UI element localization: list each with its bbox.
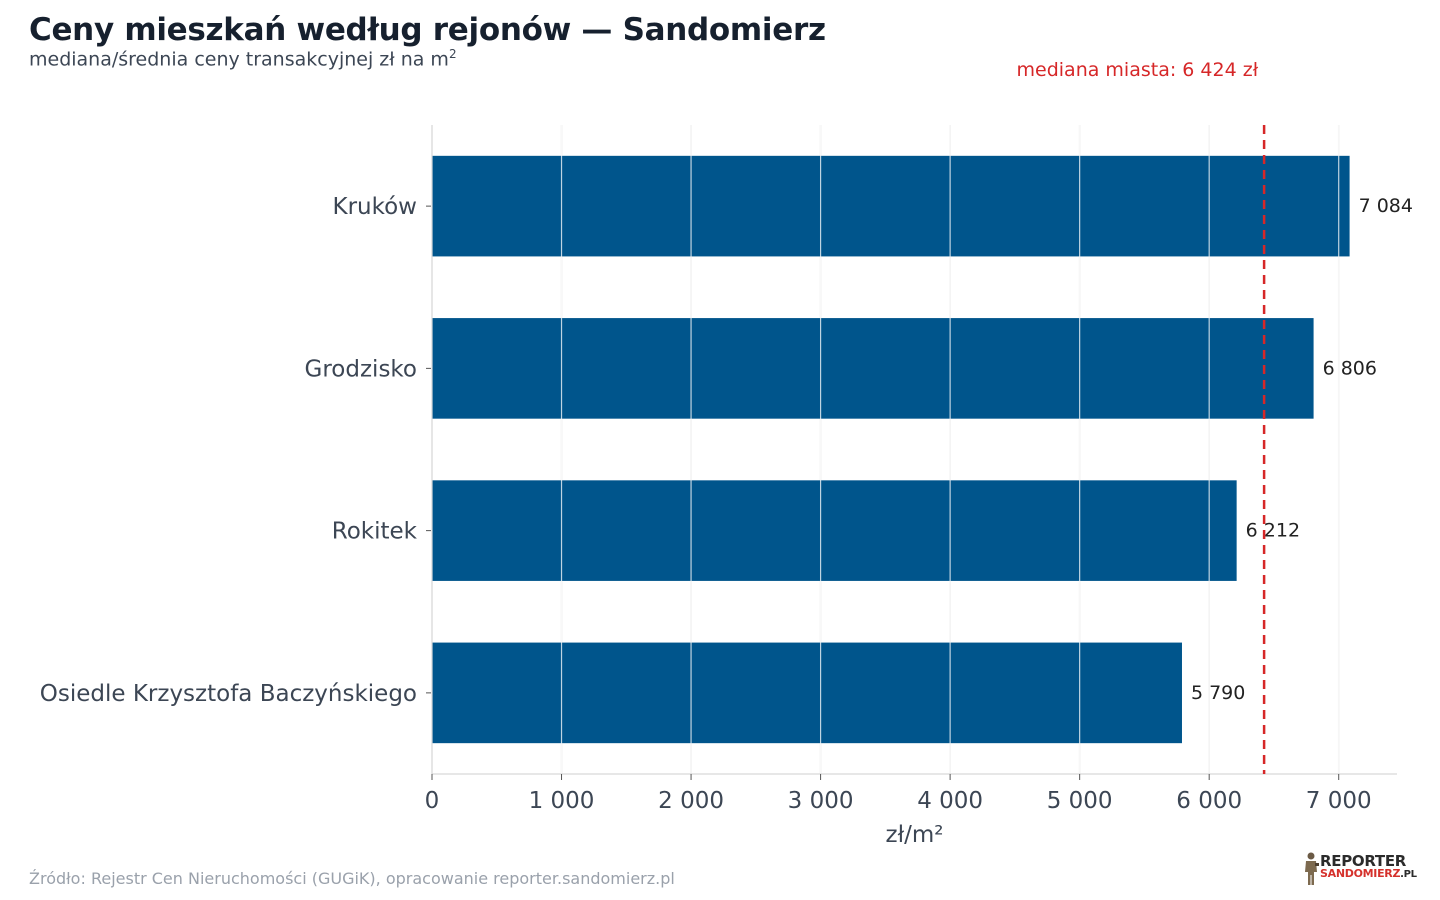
axis-layer xyxy=(426,125,1397,780)
x-axis-title: zł/m² xyxy=(886,822,944,848)
subtitle-text: mediana/średnia ceny transakcyjnej zł na… xyxy=(29,48,449,71)
brand-logo: REPORTER SANDOMIERZ.PL xyxy=(1302,850,1417,888)
logo-sandomierz-word: SANDOMIERZ xyxy=(1320,867,1401,880)
reference-layer: mediana miasta: 6 424 zł xyxy=(1017,59,1266,774)
x-tick-label: 0 xyxy=(425,788,440,814)
median-reference-label: mediana miasta: 6 424 zł xyxy=(1017,59,1259,81)
reporter-figure-icon xyxy=(1305,852,1319,885)
bar-layer xyxy=(432,155,1350,744)
logo-domain-suffix: .PL xyxy=(1400,869,1417,880)
value-label: 7 084 xyxy=(1359,195,1413,217)
category-label: Kruków xyxy=(333,194,418,220)
x-tick-label: 6 000 xyxy=(1176,788,1242,814)
x-tick-label: 3 000 xyxy=(788,788,854,814)
bar xyxy=(432,642,1182,744)
value-label: 6 806 xyxy=(1323,357,1377,379)
source-note: Źródło: Rejestr Cen Nieruchomości (GUGiK… xyxy=(29,869,675,888)
subtitle-superscript: 2 xyxy=(448,47,457,61)
x-tick-label: 4 000 xyxy=(917,788,983,814)
x-tick-label: 7 000 xyxy=(1306,788,1372,814)
x-tick-label: 5 000 xyxy=(1047,788,1113,814)
chart-subtitle: mediana/średnia ceny transakcyjnej zł na… xyxy=(29,47,457,70)
label-layer: Kruków 7 084 Grodzisko 6 806 Rokitek 6 212 Osi… xyxy=(40,194,1413,848)
bar xyxy=(432,155,1350,257)
bar xyxy=(432,480,1237,581)
logo-reporter-text: REPORTER xyxy=(1320,852,1407,870)
category-label: Grodzisko xyxy=(305,356,417,382)
chart-title: Ceny mieszkań według rejonów — Sandomier… xyxy=(29,12,826,48)
category-label: Rokitek xyxy=(332,519,418,545)
x-tick-label: 1 000 xyxy=(529,788,595,814)
value-label: 5 790 xyxy=(1191,682,1245,704)
logo-sandomierz-text: SANDOMIERZ.PL xyxy=(1320,867,1417,880)
x-tick-label: 2 000 xyxy=(658,788,724,814)
bar xyxy=(432,318,1314,419)
category-label: Osiedle Krzysztofa Baczyńskiego xyxy=(40,681,417,707)
value-label: 6 212 xyxy=(1246,520,1300,542)
